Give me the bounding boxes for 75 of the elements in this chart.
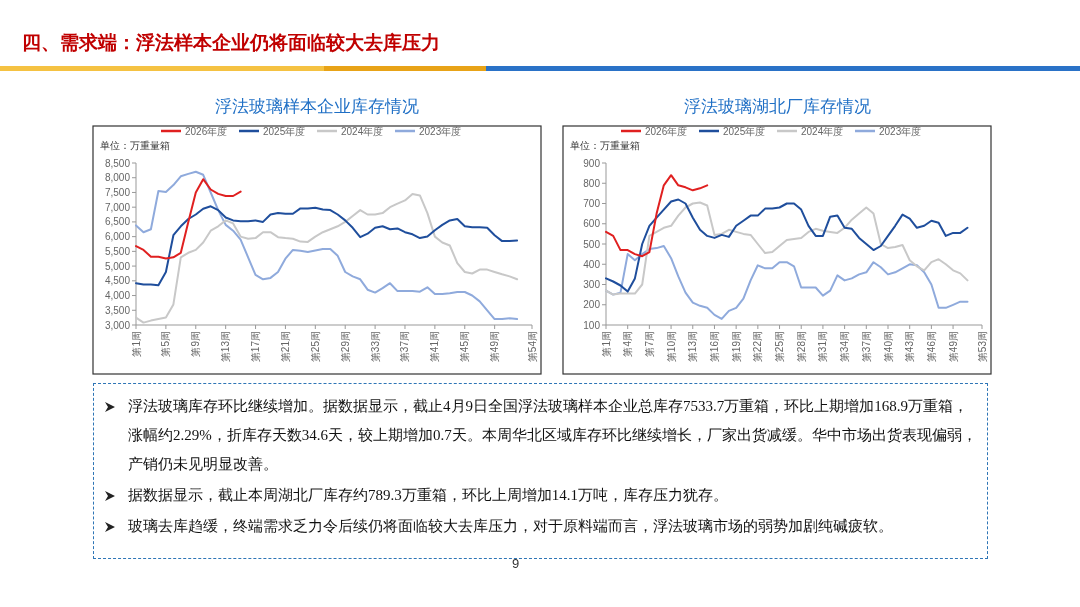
- x-tick-label: 第10周: [665, 331, 677, 363]
- x-tick-label: 第41周: [429, 331, 441, 363]
- x-tick-label: 第25周: [774, 331, 786, 363]
- x-tick-label: 第21周: [279, 331, 291, 363]
- x-tick-label: 第25周: [309, 331, 321, 363]
- x-tick-label: 第49周: [489, 331, 501, 363]
- x-tick-label: 第40周: [882, 331, 894, 363]
- x-tick-label: 第49周: [947, 331, 959, 363]
- x-tick-label: 第37周: [860, 331, 872, 363]
- x-tick-label: 第16周: [708, 331, 720, 363]
- text: 浮法玻璃库存环比继续增加。据数据显示，截止4月9日全国浮法玻璃样本企业总库存7533.7万重箱，环比上期增加168.9万重箱，涨幅约2.29%，折库存天数34.6天，较上期增加0.7天。本周华北区域库存环比继续增长，厂家出货减缓。华中市场出货表现偏弱，产销仍未见明显改善。: [128, 397, 978, 474]
- y-tick-label: 400: [583, 258, 601, 270]
- text: 四、需求端：浮法样本企业仍将面临较大去库压力: [22, 31, 440, 55]
- legend-label: 2024年度: [801, 125, 844, 137]
- x-tick-label: 第45周: [459, 331, 471, 363]
- legend-label: 2025年度: [723, 125, 766, 137]
- line-series: [605, 174, 709, 258]
- y-tick-label: 6,000: [104, 231, 131, 243]
- y-tick-label: 700: [583, 198, 601, 209]
- y-tick-label: 900: [583, 157, 601, 169]
- x-tick-label: 第13周: [687, 331, 699, 363]
- x-tick-label: 第1周: [600, 331, 612, 357]
- x-tick-label: 第29周: [339, 331, 351, 363]
- y-tick-label: 500: [583, 238, 601, 250]
- x-tick-label: 第19周: [730, 331, 742, 363]
- text: 玻璃去库趋缓，终端需求乏力令后续仍将面临较大去库压力，对于原料端而言，浮法玻璃市场的弱势加剧纯碱疲软。: [128, 517, 894, 536]
- x-tick-label: 第46周: [925, 331, 937, 363]
- line-series: [135, 178, 242, 260]
- y-tick-label: 200: [583, 299, 601, 311]
- x-tick-label: 第28周: [795, 331, 807, 363]
- legend-label: 2026年度: [185, 125, 228, 137]
- line-series: [135, 170, 519, 321]
- y-tick-label: 4,500: [104, 275, 131, 287]
- y-axis-title: 单位：万重量箱: [100, 140, 170, 151]
- x-tick-label: 第13周: [220, 331, 232, 363]
- legend-label: 2023年度: [419, 125, 462, 137]
- line-series: [135, 192, 519, 324]
- x-tick-label: 第43周: [904, 331, 916, 363]
- x-tick-label: 第22周: [752, 331, 764, 363]
- x-tick-label: 第31周: [817, 331, 829, 363]
- x-tick-label: 第5周: [160, 331, 172, 357]
- y-tick-label: 8,500: [104, 157, 131, 169]
- x-tick-label: 第37周: [399, 331, 411, 363]
- x-tick-label: 第53周: [976, 331, 988, 363]
- y-tick-label: 7,500: [104, 186, 131, 198]
- legend-label: 2025年度: [263, 125, 306, 137]
- x-tick-label: 第4周: [622, 331, 634, 357]
- chart-title: 浮法玻璃湖北厂库存情况: [683, 97, 871, 116]
- x-tick-label: 第7周: [643, 331, 655, 357]
- text: 9: [512, 556, 520, 571]
- y-tick-label: 5,500: [104, 245, 131, 257]
- x-tick-label: 第33周: [369, 331, 381, 363]
- x-tick-label: 第17周: [250, 331, 262, 363]
- y-tick-label: 3,500: [104, 304, 131, 316]
- legend-label: 2024年度: [341, 125, 384, 137]
- y-tick-label: 6,500: [104, 216, 131, 228]
- y-tick-label: 7,000: [104, 201, 131, 213]
- legend-label: 2026年度: [645, 125, 688, 137]
- y-tick-label: 600: [583, 218, 601, 230]
- x-tick-label: 第1周: [130, 331, 142, 357]
- y-tick-label: 300: [583, 279, 601, 290]
- x-tick-label: 第9周: [190, 331, 202, 357]
- x-tick-label: 第54周: [526, 331, 538, 363]
- y-tick-label: 3,000: [104, 319, 131, 331]
- legend-label: 2023年度: [879, 125, 922, 137]
- y-tick-label: 100: [583, 319, 601, 331]
- x-tick-label: 第34周: [839, 331, 851, 363]
- y-tick-label: 4,000: [104, 290, 131, 302]
- y-axis-title: 单位：万重量箱: [570, 140, 640, 151]
- text: 据数据显示，截止本周湖北厂库存约789.3万重箱，环比上周增加14.1万吨，库存压力犹存。: [128, 486, 729, 505]
- y-tick-label: 800: [583, 177, 601, 189]
- chart-title: 浮法玻璃样本企业库存情况: [215, 97, 419, 116]
- y-tick-label: 5,000: [104, 260, 131, 272]
- y-tick-label: 8,000: [104, 172, 131, 184]
- line-series: [135, 205, 519, 287]
